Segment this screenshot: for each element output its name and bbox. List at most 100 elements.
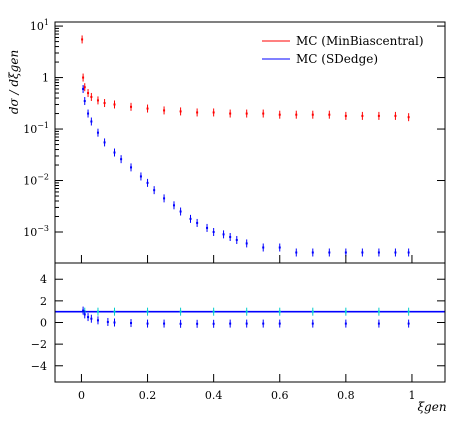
ratio-blue-point: [82, 309, 85, 312]
sdedge-point: [83, 100, 86, 103]
sdedge-point: [103, 141, 106, 144]
ratio-cyan-point: [146, 310, 149, 313]
minbiascentral-point: [130, 105, 133, 108]
sdedge-point: [212, 231, 215, 234]
sdedge-point: [96, 131, 99, 134]
sdedge-point: [113, 151, 116, 154]
ratio-blue-point: [407, 322, 410, 325]
minbiascentral-point: [394, 114, 397, 117]
sdedge-point: [179, 210, 182, 213]
ratio-blue-point: [83, 313, 86, 316]
ratio-cyan-point: [407, 310, 410, 313]
ratio-y-tick-label: 2: [40, 295, 47, 308]
ratio-y-tick-label: 4: [40, 273, 47, 286]
ratio-cyan-point: [179, 310, 182, 313]
minbiascentral-point: [311, 113, 314, 116]
sdedge-point: [139, 175, 142, 178]
main-y-axis-title: dσ / dξgen: [7, 50, 21, 114]
ratio-blue-point: [196, 322, 199, 325]
main-y-tick-label: 101: [30, 18, 49, 33]
minbiascentral-point: [179, 110, 182, 113]
sdedge-point: [82, 87, 85, 90]
ratio-blue-point: [262, 322, 265, 325]
sdedge-point: [130, 166, 133, 169]
minbiascentral-point: [87, 92, 90, 95]
main-y-ticks: 10−3 10−2 10−1 1 101: [23, 18, 445, 239]
x-tick-label: 0: [78, 389, 85, 402]
minbiascentral-point: [245, 112, 248, 115]
sdedge-point: [245, 242, 248, 245]
ratio-y-tick-label: −4: [31, 360, 47, 373]
main-plot-panel: 10−3 10−2 10−1 1 101 dσ / dξgen MC (MinBiasc…: [7, 18, 446, 264]
ratio-blue-point: [146, 322, 149, 325]
sdedge-point: [120, 158, 123, 161]
minbiascentral-point: [262, 112, 265, 115]
sdedge-point: [206, 226, 209, 229]
main-y-tick-label: 10−2: [23, 173, 49, 188]
sdedge-point: [311, 251, 314, 254]
ratio-blue-point: [212, 322, 215, 325]
ratio-blue-point: [113, 321, 116, 324]
main-y-tick-label: 10−1: [23, 121, 49, 136]
ratio-cyan-point: [377, 310, 380, 313]
sdedge-point: [222, 233, 225, 236]
ratio-blue-point: [106, 320, 109, 323]
ratio-y-tick-label: −2: [31, 338, 47, 351]
ratio-blue-point: [377, 322, 380, 325]
minbiascentral-point: [377, 114, 380, 117]
x-ticks: 0 0.2 0.4 0.6 0.8 1: [78, 255, 415, 402]
sdedge-point: [87, 112, 90, 115]
ratio-y-ticks: −4 −2 0 2 4: [31, 273, 445, 373]
ratio-cyan-point: [344, 310, 347, 313]
sdedge-point: [172, 204, 175, 207]
sdedge-point: [361, 251, 364, 254]
ratio-blue-point: [229, 322, 232, 325]
minbiascentral-point: [212, 111, 215, 114]
minbiascentral-point: [103, 102, 106, 105]
ratio-series-blue-points: [82, 306, 410, 328]
sdedge-point: [328, 251, 331, 254]
ratio-blue-point: [344, 322, 347, 325]
ratio-blue-point: [245, 322, 248, 325]
main-y-tick-label: 10−3: [23, 224, 49, 239]
sdedge-point: [407, 251, 410, 254]
sdedge-point: [262, 246, 265, 249]
ratio-blue-point: [87, 316, 90, 319]
sdedge-point: [146, 181, 149, 184]
x-tick-label: 0.4: [205, 389, 223, 402]
ratio-series-cyan-points: [83, 307, 410, 316]
series-sdedge-points: [82, 84, 410, 257]
minbiascentral-point: [278, 113, 281, 116]
sdedge-point: [90, 120, 93, 123]
ratio-blue-point: [130, 322, 133, 325]
ratio-blue-point: [96, 319, 99, 322]
minbiascentral-point: [83, 86, 86, 89]
x-tick-label: 0.8: [337, 389, 355, 402]
x-tick-label: 0.2: [139, 389, 157, 402]
x-axis-title: ξgen: [417, 400, 446, 414]
minbiascentral-point: [407, 116, 410, 119]
minbiascentral-point: [361, 114, 364, 117]
sdedge-point: [153, 189, 156, 192]
ratio-plot-panel: −4 −2 0 2 4 0 0.2 0.4 0.6 0.8 1 ξgen: [31, 255, 447, 414]
sdedge-point: [295, 251, 298, 254]
sdedge-point: [235, 238, 238, 241]
minbiascentral-point: [82, 76, 85, 79]
ratio-cyan-point: [311, 310, 314, 313]
sdedge-point: [189, 217, 192, 220]
sdedge-point: [163, 197, 166, 200]
sdedge-point: [344, 251, 347, 254]
sdedge-point: [394, 251, 397, 254]
ratio-cyan-point: [113, 310, 116, 313]
main-y-tick-label: 1: [42, 72, 49, 85]
legend-label-minbiascentral: MC (MinBiascentral): [296, 34, 424, 48]
legend-label-sdedge: MC (SDedge): [296, 52, 378, 66]
minbiascentral-point: [196, 111, 199, 114]
ratio-blue-point: [90, 317, 93, 320]
sdedge-point: [196, 221, 199, 224]
ratio-blue-point: [278, 322, 281, 325]
sdedge-point: [377, 251, 380, 254]
series-minbiascentral-points: [81, 35, 410, 122]
minbiascentral-point: [96, 99, 99, 102]
